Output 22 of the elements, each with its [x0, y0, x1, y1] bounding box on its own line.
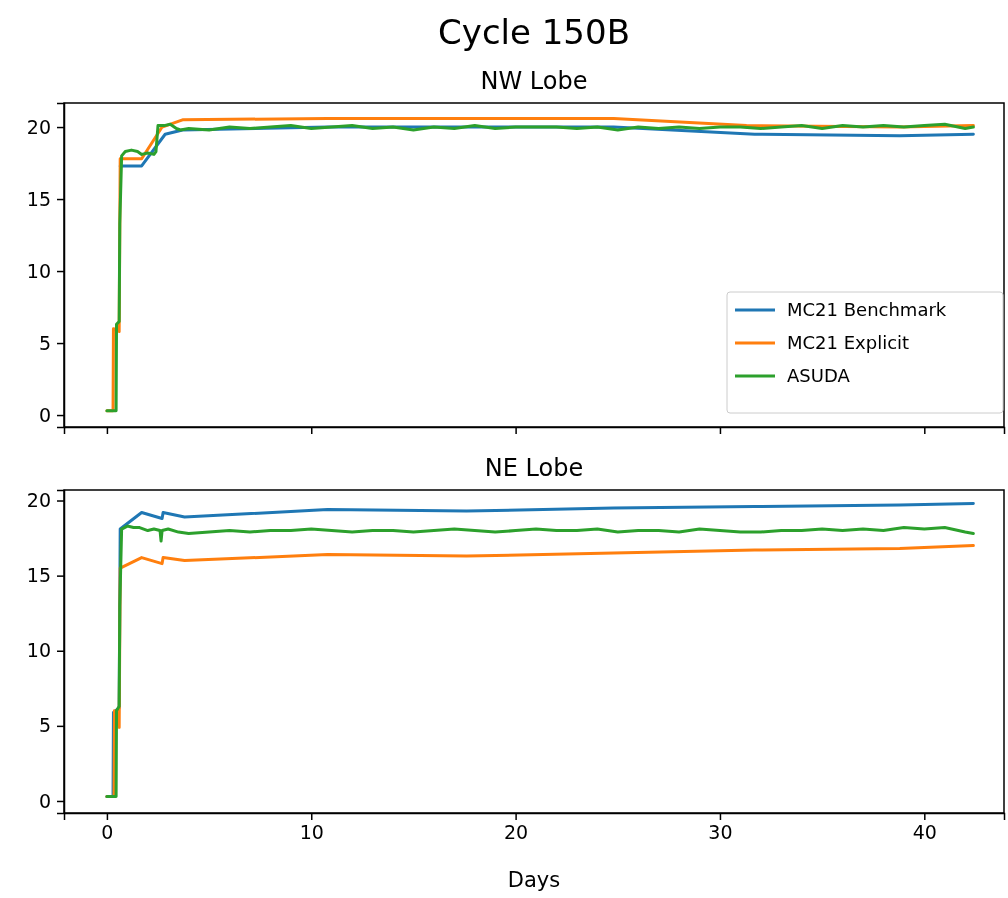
- legend-label: ASUDA: [787, 365, 851, 386]
- x-tick-label: 40: [912, 821, 937, 844]
- x-tick-label: 10: [299, 821, 324, 844]
- y-tick-label: 10: [26, 259, 51, 282]
- chart-title: Cycle 150B: [438, 12, 630, 52]
- y-tick-label: 5: [38, 714, 51, 737]
- y-tick-label: 0: [38, 403, 51, 426]
- legend-label: MC21 Benchmark: [787, 299, 947, 320]
- legend-label: MC21 Explicit: [787, 332, 910, 353]
- y-tick-label: 10: [26, 639, 51, 662]
- chart-title: NE Lobe: [484, 454, 584, 482]
- x-axis-title: Days: [507, 868, 561, 892]
- y-tick-label: 20: [26, 489, 51, 512]
- x-tick-label: 20: [504, 821, 529, 844]
- y-tick-label: 0: [38, 789, 51, 812]
- y-tick-label: 5: [38, 331, 51, 354]
- x-tick-label: 30: [708, 821, 733, 844]
- y-tick-label: 20: [26, 115, 51, 138]
- y-tick-label: 15: [26, 187, 51, 210]
- chart-subtitle: NW Lobe: [480, 67, 588, 95]
- x-tick-label: 0: [101, 821, 114, 844]
- y-tick-label: 15: [26, 564, 51, 587]
